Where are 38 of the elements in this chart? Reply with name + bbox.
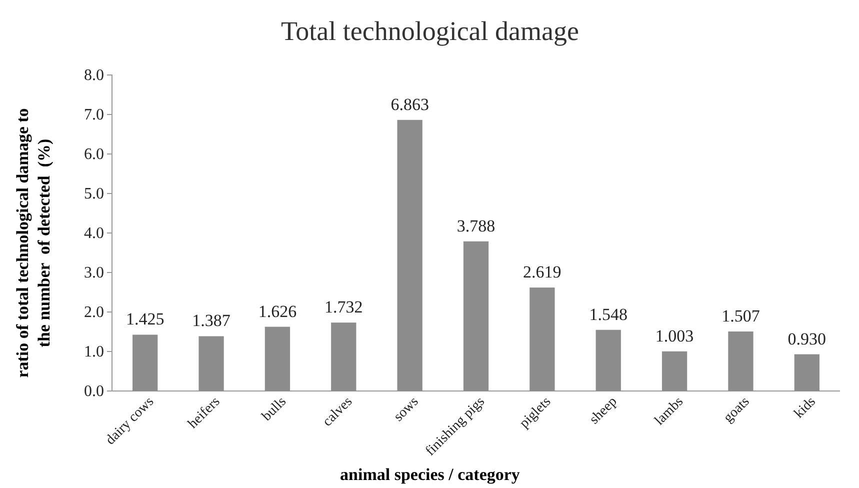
data-label: 1.387 xyxy=(192,311,231,330)
data-label: 1.507 xyxy=(722,306,760,326)
y-tick-label: 2.0 xyxy=(84,304,104,322)
y-tick-label: 0.0 xyxy=(84,383,104,400)
bar xyxy=(397,120,422,391)
y-tick-label: 7.0 xyxy=(84,106,104,124)
data-label: 1.548 xyxy=(589,304,628,324)
data-label: 6.863 xyxy=(390,94,429,114)
bar xyxy=(198,336,224,391)
bar xyxy=(662,351,688,391)
x-tick-label: kids xyxy=(792,394,819,422)
data-label: 0.930 xyxy=(788,329,826,348)
bar xyxy=(728,331,754,391)
data-label: 1.003 xyxy=(655,326,694,346)
data-label: 2.619 xyxy=(523,262,562,282)
data-label: 1.732 xyxy=(324,298,363,317)
x-tick-label: sows xyxy=(391,394,422,425)
data-label: 3.788 xyxy=(456,216,496,236)
bar xyxy=(463,241,489,391)
x-tick-label: dairy cows xyxy=(103,394,158,448)
bar xyxy=(132,334,158,391)
bar xyxy=(264,326,290,391)
y-tick-label: 8.0 xyxy=(84,67,104,84)
bar xyxy=(530,288,555,391)
bar xyxy=(331,322,356,391)
chart-title: Total technological damage xyxy=(281,16,580,46)
data-label: 1.626 xyxy=(258,302,297,321)
y-tick-label: 1.0 xyxy=(84,344,104,361)
y-tick-label: 6.0 xyxy=(84,146,104,164)
y-tick-label: 5.0 xyxy=(84,186,104,203)
x-tick-label: bulls xyxy=(260,394,290,424)
data-label: 1.425 xyxy=(126,310,164,329)
y-tick-label: 3.0 xyxy=(84,264,104,282)
y-tick-label: 4.0 xyxy=(84,225,104,242)
bar xyxy=(794,354,820,391)
bar xyxy=(596,330,621,391)
y-axis-title: ratio of total technological damage to the number of detected (%) xyxy=(13,108,54,378)
x-axis-title: animal species / category xyxy=(340,465,520,484)
